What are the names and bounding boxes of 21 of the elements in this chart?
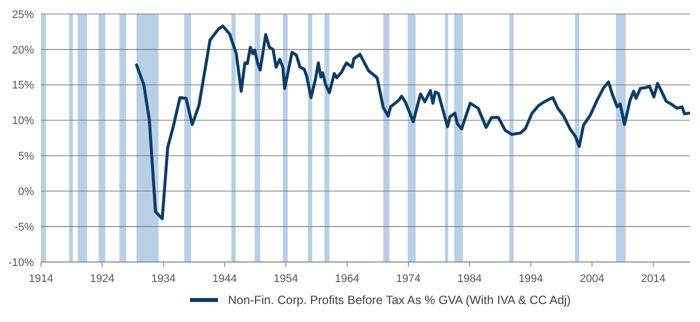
x-tick-label: 1954 [274, 273, 298, 285]
y-tick-label: 15% [12, 80, 34, 92]
y-tick-label: 5% [18, 150, 34, 163]
x-tick-label: 2014 [641, 273, 666, 285]
legend-label: Non-Fin. Corp. Profits Before Tax As % GVA (With IVA & CC Adj) [228, 293, 571, 308]
x-tick-label: 1974 [396, 273, 421, 285]
line-series [135, 24, 690, 220]
x-tick-label: 1994 [518, 273, 544, 285]
x-tick-label: 1934 [151, 273, 176, 285]
x-tick-label: 1944 [212, 273, 237, 285]
y-tick-label: 0% [18, 186, 34, 198]
x-tick-label: 1924 [90, 273, 114, 285]
x-tick-label: 1964 [334, 273, 360, 285]
y-tick-label: 20% [12, 44, 34, 56]
x-tick-label: 1914 [28, 273, 54, 285]
x-tick-label: 1984 [457, 273, 482, 285]
y-tick-label: -10% [8, 256, 34, 269]
y-tick-label: -5% [14, 221, 34, 234]
y-tick-label: 10% [12, 115, 34, 128]
x-tick-label: 2004 [580, 273, 604, 285]
y-tick-label: 25% [12, 8, 34, 21]
